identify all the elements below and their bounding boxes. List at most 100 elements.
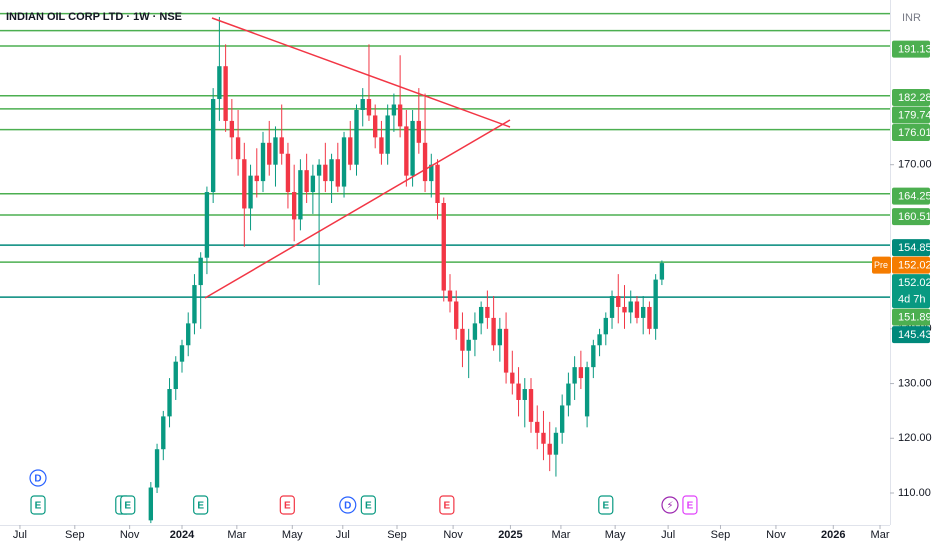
candle-body <box>429 164 434 182</box>
candle-body <box>460 328 465 351</box>
event-label: E <box>35 501 42 512</box>
price-tag <box>892 89 930 107</box>
price-tag <box>892 40 930 58</box>
events: EDEEEEDEEE⚡E <box>29 469 698 515</box>
price-tag <box>892 256 930 274</box>
candle-body <box>609 296 615 318</box>
price-tag-label: 152.02 <box>898 277 932 289</box>
candle-body <box>173 361 178 390</box>
candle-body <box>566 383 571 406</box>
candle-body <box>179 345 185 362</box>
candle-body <box>360 99 365 110</box>
candle-body <box>223 66 228 121</box>
candle-body <box>254 175 259 182</box>
candle-body <box>422 142 428 182</box>
candle-body <box>348 137 353 165</box>
trendline <box>211 17 511 128</box>
candle-body <box>634 301 640 318</box>
candle-body <box>285 153 291 193</box>
candle-body <box>260 142 266 182</box>
price-tag-label: 154.85 <box>898 242 932 254</box>
price-tag-label: 191.13 <box>898 43 932 55</box>
candle-body <box>541 432 546 444</box>
candle-body <box>622 306 627 313</box>
price-tag-label: 179.74 <box>898 109 932 121</box>
x-tick-label: Jul <box>13 529 27 541</box>
candle-body <box>291 192 297 220</box>
candle-body <box>335 159 340 187</box>
candle-body <box>659 263 665 280</box>
event-marker <box>339 496 357 514</box>
candle-body <box>591 345 596 368</box>
candle-body <box>148 487 154 521</box>
candle-body <box>279 137 284 154</box>
event-marker <box>598 495 614 515</box>
y-tick-label: 130.00 <box>898 377 932 389</box>
trendline <box>204 119 511 299</box>
candle-body <box>304 170 309 193</box>
candle-body <box>447 290 453 302</box>
candle-body <box>584 367 590 417</box>
x-tick-label: Mar <box>871 529 890 541</box>
price-tag <box>892 124 930 142</box>
candle-body <box>161 416 166 450</box>
candle-body <box>572 367 577 384</box>
event-marker <box>120 495 136 515</box>
candle-body <box>217 66 222 100</box>
event-marker <box>360 495 376 515</box>
y-tick-label: 110.00 <box>898 487 931 499</box>
triangle-pattern <box>204 17 511 299</box>
candle-body <box>248 175 253 209</box>
event-label: E <box>284 501 291 512</box>
price-tag-label: 160.51 <box>898 211 932 223</box>
candle-body <box>210 99 216 193</box>
event-marker <box>29 469 47 487</box>
price-tag-label: 152.02 <box>898 259 932 271</box>
candle-body <box>522 389 527 400</box>
candle-body <box>242 159 247 209</box>
candle-body <box>653 279 658 329</box>
x-tick-label: 2025 <box>498 529 522 541</box>
candle-body <box>341 137 347 187</box>
candle-body <box>323 164 328 182</box>
price-tag-label: 164.25 <box>898 191 932 203</box>
price-tag <box>892 187 930 205</box>
price-tag <box>892 308 930 326</box>
candles <box>148 16 665 524</box>
candle-body <box>204 192 210 258</box>
candle-body <box>404 126 409 176</box>
price-tags: 191.13 182.28 179.74 176.01 164.25 160.51 154.… <box>872 40 932 344</box>
candle-body <box>198 257 203 286</box>
candle-body <box>192 285 197 324</box>
price-tag <box>892 239 930 257</box>
event-marker <box>279 495 295 515</box>
candle-body <box>516 383 521 400</box>
event-label: E <box>365 501 372 512</box>
candle-body <box>454 301 459 329</box>
candle-body <box>547 443 552 455</box>
y-tick-label: 170.00 <box>898 159 932 171</box>
candle-body <box>647 306 652 329</box>
levels <box>0 12 890 298</box>
x-tick-label: Sep <box>711 529 731 541</box>
candle-body <box>316 164 322 176</box>
candle-body <box>553 432 559 455</box>
candle-body <box>229 120 235 138</box>
event-label: E <box>197 501 204 512</box>
candle-body <box>385 115 390 154</box>
price-tag-countdown: 4d 7h <box>898 293 926 305</box>
x-tick-label: Sep <box>65 529 85 541</box>
candle-body <box>597 334 602 346</box>
candle-body <box>535 421 540 433</box>
x-tick-label: Nov <box>120 529 140 541</box>
candle-body <box>628 301 633 313</box>
candle-body <box>578 367 584 379</box>
x-tick-label: Jul <box>336 529 350 541</box>
x-tick-label: 2024 <box>170 529 195 541</box>
candle-body <box>397 104 403 127</box>
candle-body <box>503 328 509 373</box>
event-marker <box>439 495 455 515</box>
